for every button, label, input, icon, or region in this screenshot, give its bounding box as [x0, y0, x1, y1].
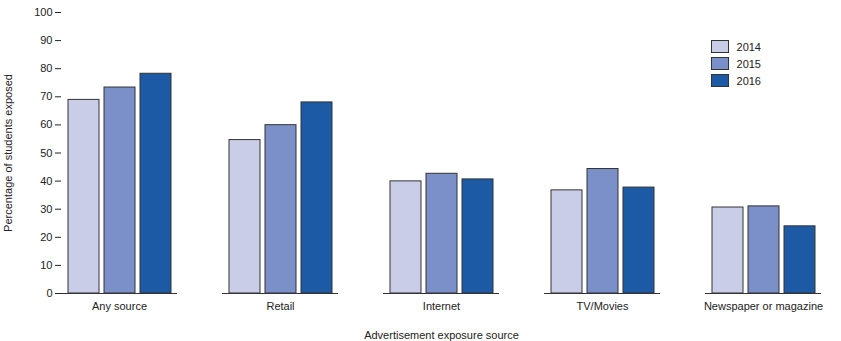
- svg-text:TV/Movies: TV/Movies: [577, 300, 629, 312]
- svg-text:0: 0: [46, 287, 52, 299]
- html-text:2014: 2014: [736, 40, 761, 53]
- svg-text:Newspaper or magazine: Newspaper or magazine: [704, 300, 823, 312]
- svg-text:Retail: Retail: [266, 300, 294, 312]
- svg-text:90: 90: [40, 34, 52, 46]
- html-text:2016: 2016: [736, 74, 761, 87]
- svg-text:50: 50: [40, 147, 52, 159]
- svg-text:40: 40: [40, 175, 52, 187]
- svg-text:80: 80: [40, 62, 52, 74]
- svg-text:Any source: Any source: [92, 300, 147, 312]
- svg-text:Internet: Internet: [423, 300, 460, 312]
- svg-text:Advertisement exposure source: Advertisement exposure source: [364, 329, 519, 341]
- svg-text:10: 10: [40, 259, 52, 271]
- svg-text:70: 70: [40, 90, 52, 102]
- svg-text:Percentage of students exposed: Percentage of students exposed: [2, 74, 14, 232]
- svg-text:100: 100: [34, 6, 52, 18]
- svg-text:20: 20: [40, 231, 52, 243]
- html-text:2015: 2015: [736, 57, 761, 70]
- svg-text:60: 60: [40, 118, 52, 130]
- svg-text:30: 30: [40, 203, 52, 215]
